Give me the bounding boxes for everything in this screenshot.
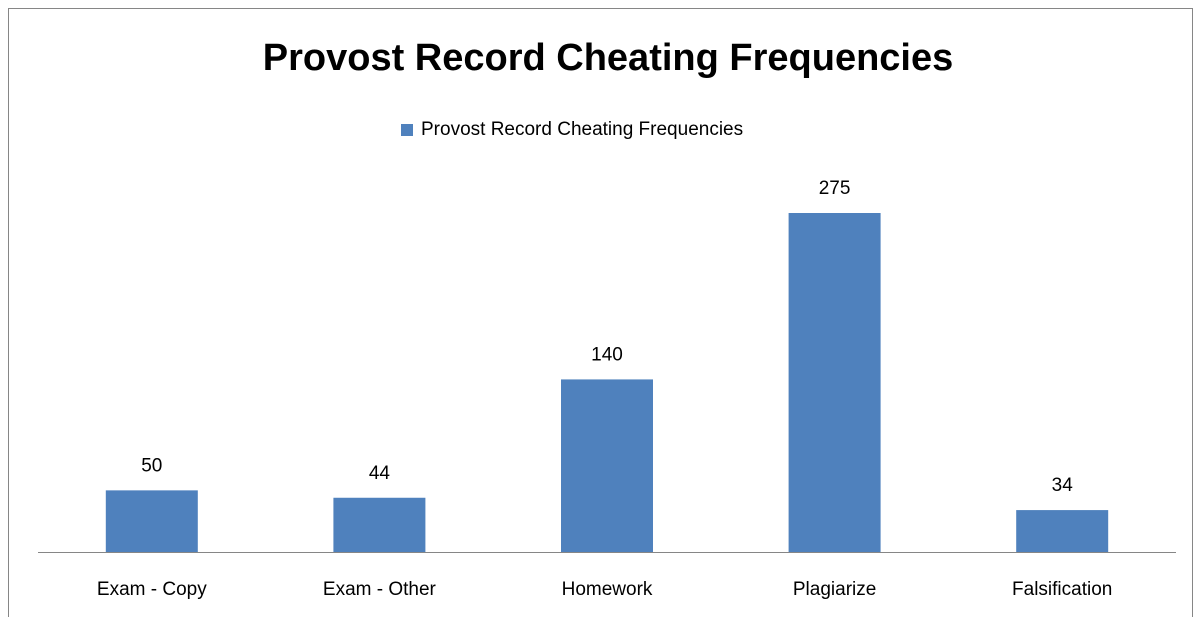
legend-swatch <box>401 124 413 136</box>
bar <box>1016 510 1109 552</box>
bar <box>333 497 426 552</box>
legend-label: Provost Record Cheating Frequencies <box>421 119 743 140</box>
x-tick-label: Homework <box>562 579 653 600</box>
data-label: 44 <box>369 463 391 484</box>
x-tick-label: Exam - Other <box>323 579 437 600</box>
bar <box>561 379 653 552</box>
x-tick-label: Plagiarize <box>793 579 876 600</box>
data-label: 140 <box>591 344 623 365</box>
data-label: 275 <box>819 178 851 199</box>
chart-title: Provost Record Cheating Frequencies <box>263 37 954 79</box>
x-tick-label: Falsification <box>1012 579 1112 600</box>
data-label: 34 <box>1052 475 1074 496</box>
x-tick-label: Exam - Copy <box>97 579 207 600</box>
data-label: 50 <box>141 455 162 476</box>
bar <box>788 213 881 552</box>
bar <box>105 490 198 552</box>
